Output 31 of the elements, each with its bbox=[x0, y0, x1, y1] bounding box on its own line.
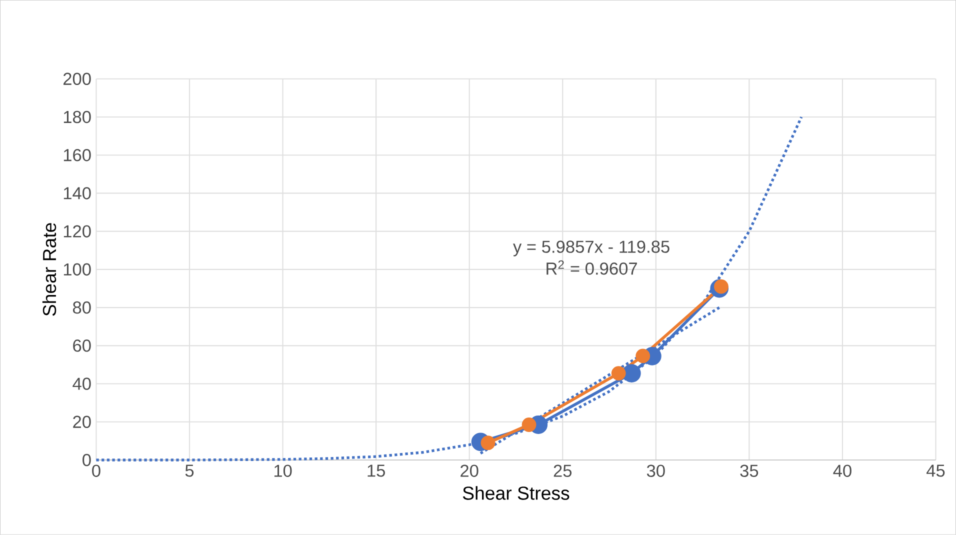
x-tick-label: 5 bbox=[185, 464, 194, 477]
x-tick-label: 30 bbox=[646, 464, 665, 478]
x-tick-label: 0 bbox=[92, 464, 100, 478]
annotation: R$^{2}$ = 0.9607 bbox=[546, 260, 637, 275]
y-tick-label: 180 bbox=[64, 110, 91, 124]
x-tick-label: 10 bbox=[274, 464, 292, 478]
annotation: y = 5.9857x - 119.85 bbox=[513, 240, 670, 256]
x-tick-label: 35 bbox=[740, 464, 758, 478]
y-tick-label: 0 bbox=[82, 454, 91, 466]
point bbox=[611, 366, 626, 381]
y-tick-label: 120 bbox=[64, 225, 91, 238]
x-axis-title: Shear Stress bbox=[462, 486, 570, 500]
x-tick-label: 45 bbox=[926, 464, 945, 477]
y-tick-label: 60 bbox=[73, 340, 91, 352]
y-tick-label: 140 bbox=[64, 187, 91, 200]
y-axis-title: Shear Rate bbox=[42, 223, 56, 316]
y-tick-label: 20 bbox=[73, 416, 91, 428]
x-tick-label: 20 bbox=[460, 464, 478, 478]
y-tick-label: 40 bbox=[72, 378, 91, 390]
point bbox=[622, 364, 641, 383]
x-tick-label: 40 bbox=[833, 464, 852, 478]
y-tick-label: 160 bbox=[64, 149, 91, 162]
x-tick-label: 25 bbox=[554, 464, 572, 478]
y-tick-label: 100 bbox=[64, 263, 91, 276]
point bbox=[480, 436, 496, 450]
y-tick-label: 200 bbox=[63, 72, 91, 86]
line-series bbox=[94, 116, 803, 462]
x-tick-label: 15 bbox=[368, 464, 385, 477]
y-tick-label: 80 bbox=[72, 301, 91, 314]
point bbox=[522, 418, 536, 432]
point bbox=[636, 348, 650, 364]
